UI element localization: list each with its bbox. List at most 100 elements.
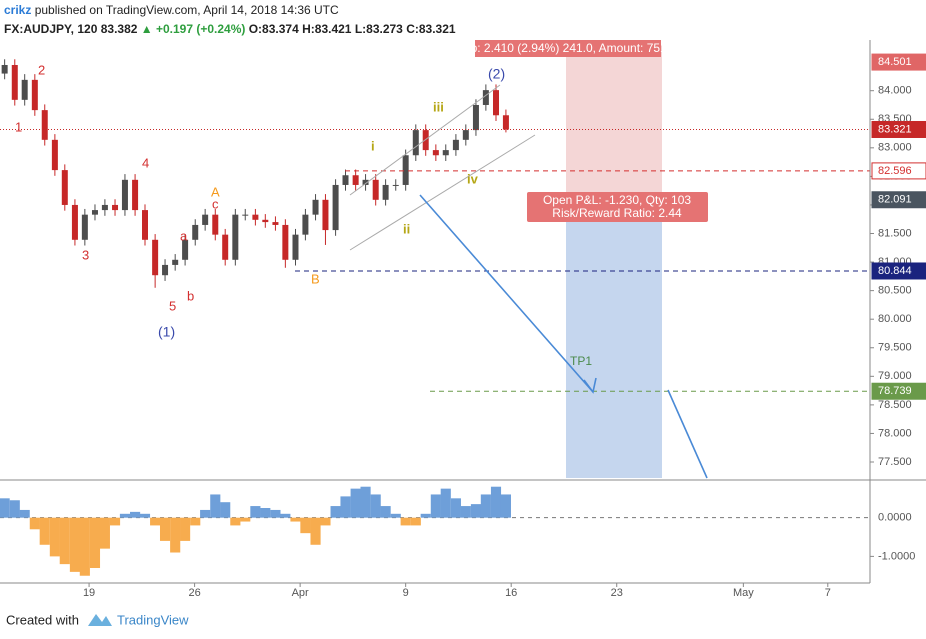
y-tick-label: 81.500: [878, 227, 912, 239]
price-tag-label: 82.091: [878, 194, 912, 206]
osc-bar: [270, 509, 281, 518]
osc-bar: [250, 506, 261, 518]
candle-body: [332, 184, 339, 231]
x-tick-label: 19: [83, 587, 95, 599]
osc-bar: [410, 517, 421, 526]
open: O:83.374: [249, 22, 299, 36]
osc-bar: [119, 513, 131, 518]
channel-line: [349, 84, 501, 196]
osc-tick-label: -1.0000: [878, 550, 915, 562]
osc-bar: [220, 502, 231, 518]
x-tick-label: 23: [611, 587, 623, 599]
price-tag-label: 82.596: [878, 165, 912, 177]
osc-bar: [230, 517, 241, 526]
ratio-label: Risk/Reward Ratio: 2.44: [552, 206, 682, 220]
osc-bar: [39, 517, 50, 545]
wave-label: iv: [467, 171, 479, 186]
candle-body: [432, 150, 439, 156]
change: ▲ +0.197 (+0.24%): [141, 22, 246, 36]
pnl-label: Open P&L: -1.230, Qty: 103: [543, 193, 691, 207]
candle-body: [322, 199, 329, 231]
osc-bar: [130, 511, 141, 518]
candle-body: [71, 204, 78, 240]
channel-line: [349, 134, 536, 251]
osc-bar: [19, 509, 30, 518]
y-tick-label: 79.500: [878, 342, 912, 354]
candle-body: [182, 239, 189, 260]
wave-label: 4: [142, 155, 149, 170]
candle-body: [442, 150, 449, 156]
candle-body: [31, 79, 38, 111]
osc-bar: [29, 517, 40, 530]
osc-bar: [430, 494, 441, 518]
candle-body: [162, 264, 169, 276]
osc-bar: [380, 506, 391, 518]
stop-label: Stop: 2.410 (2.94%) 241.0, Amount: 751.7…: [453, 41, 684, 55]
osc-tick-label: 0.0000: [878, 512, 912, 524]
osc-bar: [300, 517, 311, 534]
price-tag-label: 83.321: [878, 123, 912, 135]
osc-bar: [360, 486, 371, 518]
candle-body: [492, 90, 499, 116]
candle-body: [91, 210, 98, 215]
published: published on TradingView.com, April 14, …: [35, 3, 339, 17]
wave-label: (1): [158, 324, 175, 340]
symbol-line: FX:AUDJPY, 120 83.382 ▲ +0.197 (+0.24%) …: [4, 22, 456, 36]
candle-body: [202, 214, 209, 225]
high: H:83.421: [302, 22, 352, 36]
osc-bar: [260, 508, 271, 518]
y-tick-label: 84.000: [878, 85, 912, 97]
candle-body: [462, 130, 469, 140]
osc-bar: [9, 500, 20, 518]
symbol: FX:AUDJPY, 120: [4, 22, 98, 36]
osc-bar: [89, 517, 101, 568]
price-tag-label: 80.844: [878, 265, 912, 277]
arrow-head: [583, 377, 597, 394]
price-tag: [871, 191, 926, 209]
wave-label: 3: [82, 247, 89, 262]
price-tag: [871, 382, 926, 400]
close: C:83.321: [406, 22, 456, 36]
osc-bar: [59, 517, 70, 565]
wave-label: iii: [433, 99, 444, 114]
y-tick-label: 80.500: [878, 285, 912, 297]
candle-body: [352, 175, 359, 185]
footer-brand: TradingView: [117, 612, 189, 627]
target-zone: [566, 222, 662, 478]
candle-body: [452, 139, 459, 151]
osc-bar: [150, 517, 161, 526]
osc-bar: [290, 517, 301, 522]
osc-bar: [159, 517, 171, 541]
candle-body: [51, 139, 58, 171]
candle-body: [172, 259, 179, 265]
candle-body: [192, 224, 199, 240]
wave-label: i: [371, 138, 375, 153]
forecast-arrow: [419, 194, 594, 393]
price-tag-label: 78.739: [878, 385, 912, 397]
y-tick-label: 79.000: [878, 370, 912, 382]
wave-label: B: [311, 271, 320, 286]
candle-body: [392, 184, 399, 186]
osc-bar: [320, 517, 331, 526]
candle-body: [121, 179, 128, 211]
candle-body: [412, 130, 419, 156]
candle-body: [422, 130, 429, 151]
x-tick-label: 9: [403, 587, 409, 599]
candle-body: [482, 90, 489, 105]
price-tag-label: 84.501: [878, 56, 912, 68]
candle-body: [282, 224, 289, 260]
stop-label-box: [475, 40, 661, 57]
osc-bar: [190, 517, 201, 526]
x-tick-label: 26: [188, 587, 200, 599]
candle-body: [232, 214, 239, 260]
candle-body: [81, 214, 88, 240]
low: L:83.273: [355, 22, 403, 36]
wave-label: 2: [38, 62, 45, 77]
wave-label: ii: [403, 221, 410, 236]
osc-bar: [440, 488, 451, 518]
candle-body: [212, 214, 219, 235]
candle-body: [101, 204, 108, 211]
osc-bar: [69, 517, 80, 572]
candle-body: [11, 64, 18, 100]
candle-body: [472, 104, 479, 131]
